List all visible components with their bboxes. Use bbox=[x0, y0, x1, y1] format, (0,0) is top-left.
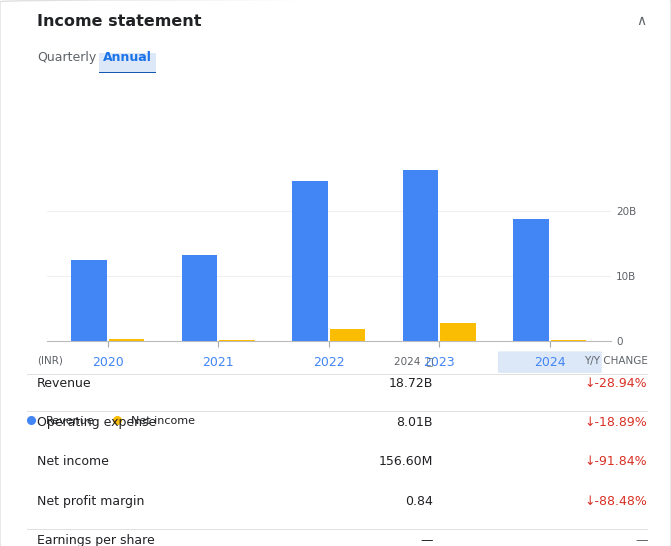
Text: 0.84: 0.84 bbox=[405, 495, 433, 508]
Bar bbox=[219, 340, 255, 341]
Bar bbox=[440, 323, 476, 341]
Text: Y/Y CHANGE: Y/Y CHANGE bbox=[584, 356, 648, 366]
Text: Operating expense: Operating expense bbox=[37, 416, 156, 429]
Text: ↓-18.89%: ↓-18.89% bbox=[584, 416, 648, 429]
Text: —: — bbox=[635, 534, 648, 546]
Text: Net profit margin: Net profit margin bbox=[37, 495, 144, 508]
Text: Quarterly: Quarterly bbox=[37, 51, 96, 64]
Text: —: — bbox=[420, 534, 433, 546]
Text: 2024: 2024 bbox=[534, 355, 566, 369]
Text: 2021: 2021 bbox=[203, 355, 234, 369]
Text: 2023: 2023 bbox=[423, 355, 455, 369]
Text: 8.01B: 8.01B bbox=[397, 416, 433, 429]
Text: ↓-28.94%: ↓-28.94% bbox=[585, 377, 648, 390]
Legend: Revenue, Net income: Revenue, Net income bbox=[16, 412, 200, 431]
Bar bbox=[551, 340, 586, 341]
Text: 2022: 2022 bbox=[313, 355, 345, 369]
Text: ↓-88.48%: ↓-88.48% bbox=[584, 495, 648, 508]
Text: ↓-91.84%: ↓-91.84% bbox=[585, 455, 648, 468]
Text: Annual: Annual bbox=[103, 51, 152, 64]
Bar bbox=[293, 181, 327, 341]
Text: ∧: ∧ bbox=[636, 14, 646, 28]
FancyBboxPatch shape bbox=[498, 352, 602, 373]
Bar bbox=[403, 170, 438, 341]
Bar bbox=[513, 219, 549, 341]
Text: Revenue: Revenue bbox=[37, 377, 91, 390]
Bar bbox=[182, 255, 217, 341]
Text: (INR): (INR) bbox=[37, 356, 63, 366]
Text: Income statement: Income statement bbox=[37, 14, 201, 29]
Text: 2020: 2020 bbox=[92, 355, 123, 369]
Text: Net income: Net income bbox=[37, 455, 109, 468]
Bar bbox=[71, 259, 107, 341]
Text: 156.60M: 156.60M bbox=[378, 455, 433, 468]
Text: 2024  ⓘ: 2024 ⓘ bbox=[394, 356, 433, 366]
Bar bbox=[109, 339, 144, 341]
Bar bbox=[330, 329, 365, 341]
Text: Earnings per share: Earnings per share bbox=[37, 534, 154, 546]
Text: 18.72B: 18.72B bbox=[389, 377, 433, 390]
